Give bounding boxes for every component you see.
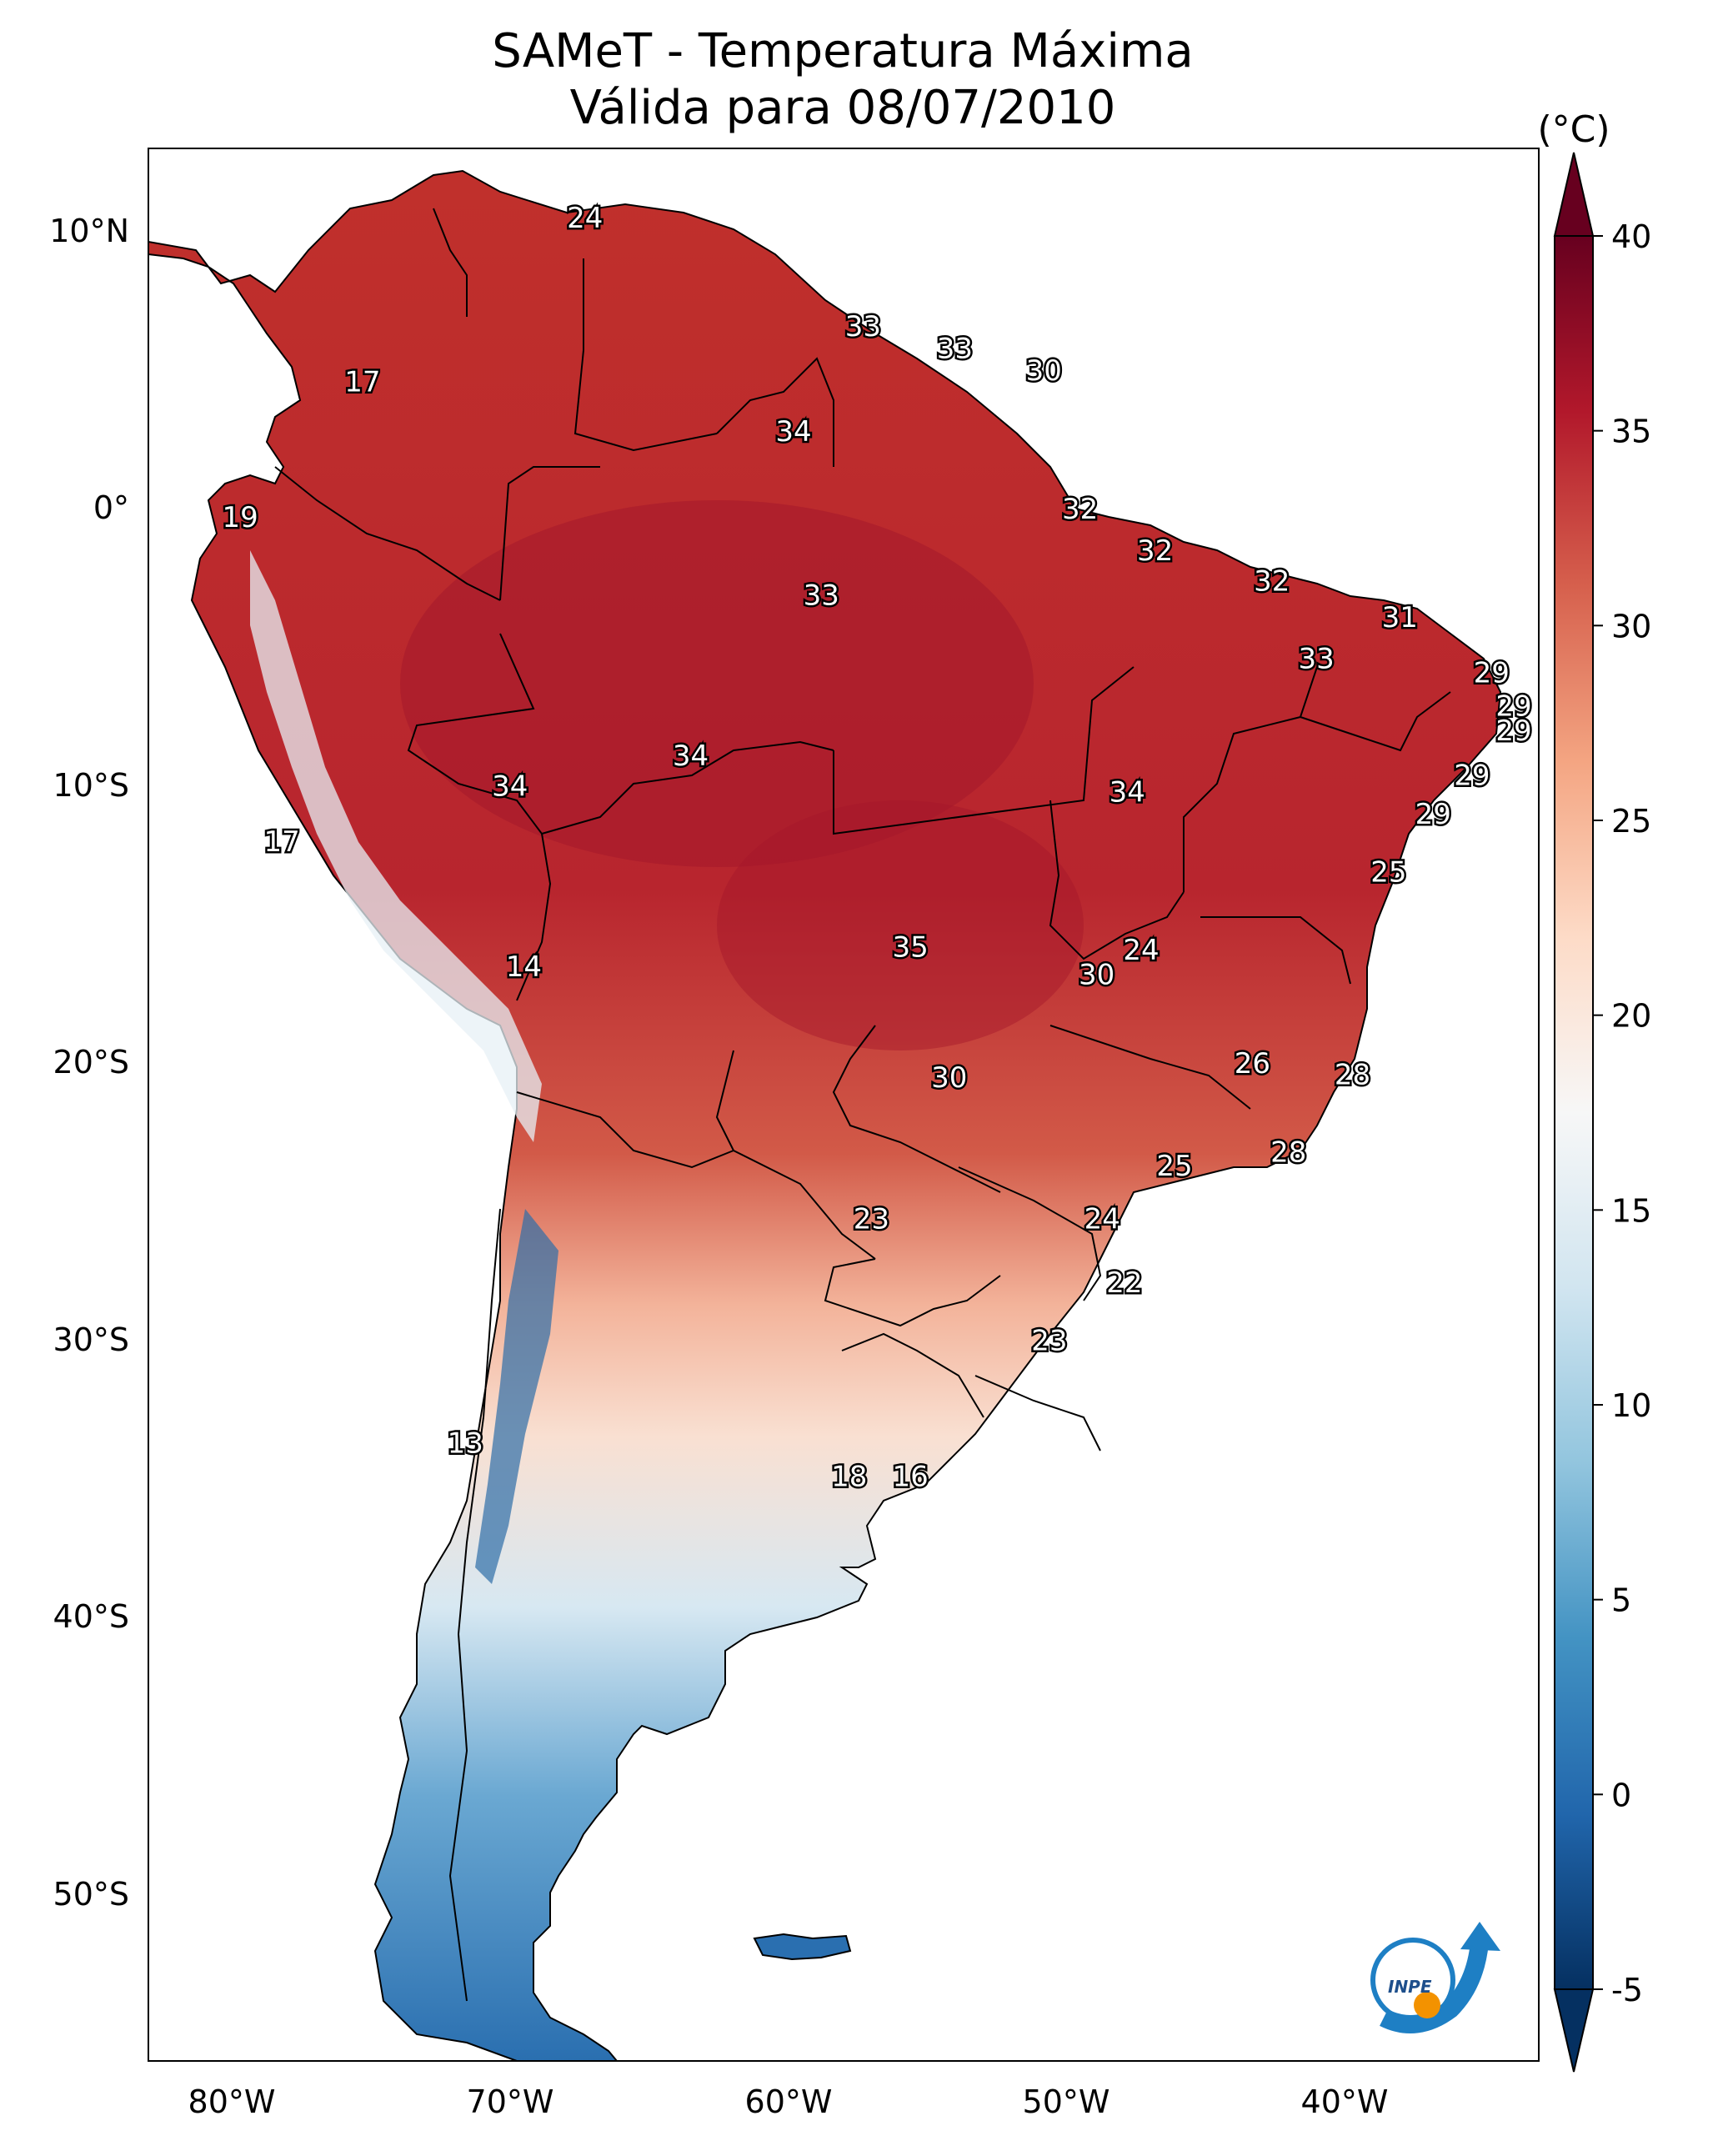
- lat-tick-label: 20°S: [53, 1044, 129, 1081]
- country-borders: [274, 208, 1451, 2002]
- temperature-label: 34: [492, 770, 528, 804]
- colorbar-tick-label: 0: [1611, 1777, 1631, 1813]
- temperature-label: 24: [1123, 934, 1159, 967]
- temperature-label: 19: [222, 501, 258, 534]
- colorbar-scale: [1554, 235, 1594, 1990]
- colorbar-bottom-extension: [1553, 1988, 1595, 2073]
- temperature-label: 26: [1235, 1047, 1270, 1081]
- temperature-label: 17: [344, 365, 380, 399]
- temperature-label: 18: [831, 1461, 867, 1494]
- temperature-label: 25: [1156, 1150, 1192, 1183]
- temperature-label: 24: [567, 202, 603, 235]
- colorbar: (°C) 40 35 30 25 20 15 10 5 0 -5: [1537, 108, 1651, 2073]
- colorbar-tick-label: 35: [1611, 414, 1651, 450]
- temperature-label: 32: [1062, 493, 1098, 526]
- hot-core-amazon: [400, 500, 1034, 867]
- hot-core-central: [717, 800, 1084, 1050]
- temperature-label: 17: [263, 825, 299, 859]
- lon-tick-label: 80°W: [188, 2083, 276, 2120]
- colorbar-top-extension: [1553, 152, 1595, 237]
- lat-tick-label: 30°S: [53, 1321, 129, 1358]
- colorbar-tick-label: 30: [1611, 608, 1651, 644]
- temperature-label: 34: [1109, 775, 1145, 809]
- temperature-label: 33: [845, 310, 881, 343]
- temperature-label: 34: [673, 740, 709, 773]
- chart-title: SAMeT - Temperatura Máxima: [492, 24, 1194, 78]
- temperature-label: 30: [1026, 354, 1062, 388]
- lat-tick-label: 10°S: [53, 767, 129, 804]
- chart-subtitle: Válida para 08/07/2010: [570, 81, 1116, 135]
- temperature-label: 28: [1270, 1136, 1306, 1170]
- colorbar-ticks: 40 35 30 25 20 15 10 5 0 -5: [1593, 218, 1651, 2008]
- falkland-islands: [753, 1933, 852, 1961]
- longitude-axis-labels: 80°W 70°W 60°W 50°W 40°W: [188, 2083, 1389, 2120]
- logo-text: INPE: [1388, 1977, 1432, 1997]
- temperature-label: 29: [1415, 798, 1451, 831]
- temperature-label: 33: [1298, 643, 1334, 676]
- colorbar-tick-label: 10: [1611, 1387, 1651, 1424]
- map-frame: [148, 148, 1540, 2062]
- temperature-label: 29: [1495, 714, 1531, 748]
- temperature-label: 23: [1031, 1325, 1067, 1358]
- colorbar-tick-label: -5: [1611, 1972, 1643, 2008]
- chile-cold-band: [475, 1209, 558, 1584]
- temperature-label: 30: [931, 1061, 967, 1095]
- temperature-label: 34: [775, 415, 811, 449]
- temperature-label: 25: [1370, 856, 1406, 890]
- inpe-logo: INPE: [1370, 1922, 1500, 2033]
- temperature-label: 14: [506, 950, 542, 984]
- lon-tick-label: 50°W: [1023, 2083, 1110, 2120]
- temperature-label: 32: [1137, 534, 1173, 568]
- temperature-label: 29: [1495, 689, 1531, 723]
- lon-tick-label: 40°W: [1301, 2083, 1389, 2120]
- andes-cool-band: [250, 550, 542, 1142]
- temperature-label: 30: [1079, 959, 1114, 992]
- colorbar-tick-label: 25: [1611, 803, 1651, 840]
- temperature-label: 29: [1454, 759, 1490, 792]
- colorbar-unit-label: (°C): [1537, 108, 1610, 151]
- temperature-label: 33: [804, 579, 839, 612]
- lat-tick-label: 0°: [93, 489, 129, 526]
- colorbar-tick-label: 5: [1611, 1582, 1631, 1619]
- lat-tick-label: 10°N: [49, 213, 129, 249]
- temperature-label: 22: [1106, 1266, 1142, 1300]
- colorbar-tick-label: 20: [1611, 998, 1651, 1035]
- colorbar-tick-label: 15: [1611, 1192, 1651, 1229]
- lat-tick-label: 50°S: [53, 1876, 129, 1913]
- temperature-label: 31: [1382, 601, 1418, 634]
- colorbar-tick-label: 40: [1611, 218, 1651, 255]
- lon-tick-label: 60°W: [745, 2083, 833, 2120]
- temperature-label: 35: [892, 931, 928, 965]
- temperature-label: 23: [854, 1202, 889, 1236]
- temperature-label: 32: [1254, 565, 1290, 599]
- temperature-label: 28: [1335, 1058, 1370, 1091]
- latitude-axis-labels: 10°N 0° 10°S 20°S 30°S 40°S 50°S: [49, 213, 129, 1913]
- lat-tick-label: 40°S: [53, 1598, 129, 1635]
- temperature-label: 16: [892, 1461, 928, 1494]
- temperature-label: 33: [937, 332, 973, 365]
- temperature-label: 29: [1474, 656, 1510, 689]
- temperature-label: 24: [1084, 1202, 1120, 1236]
- lon-tick-label: 70°W: [467, 2083, 554, 2120]
- temperature-label: 13: [448, 1427, 483, 1461]
